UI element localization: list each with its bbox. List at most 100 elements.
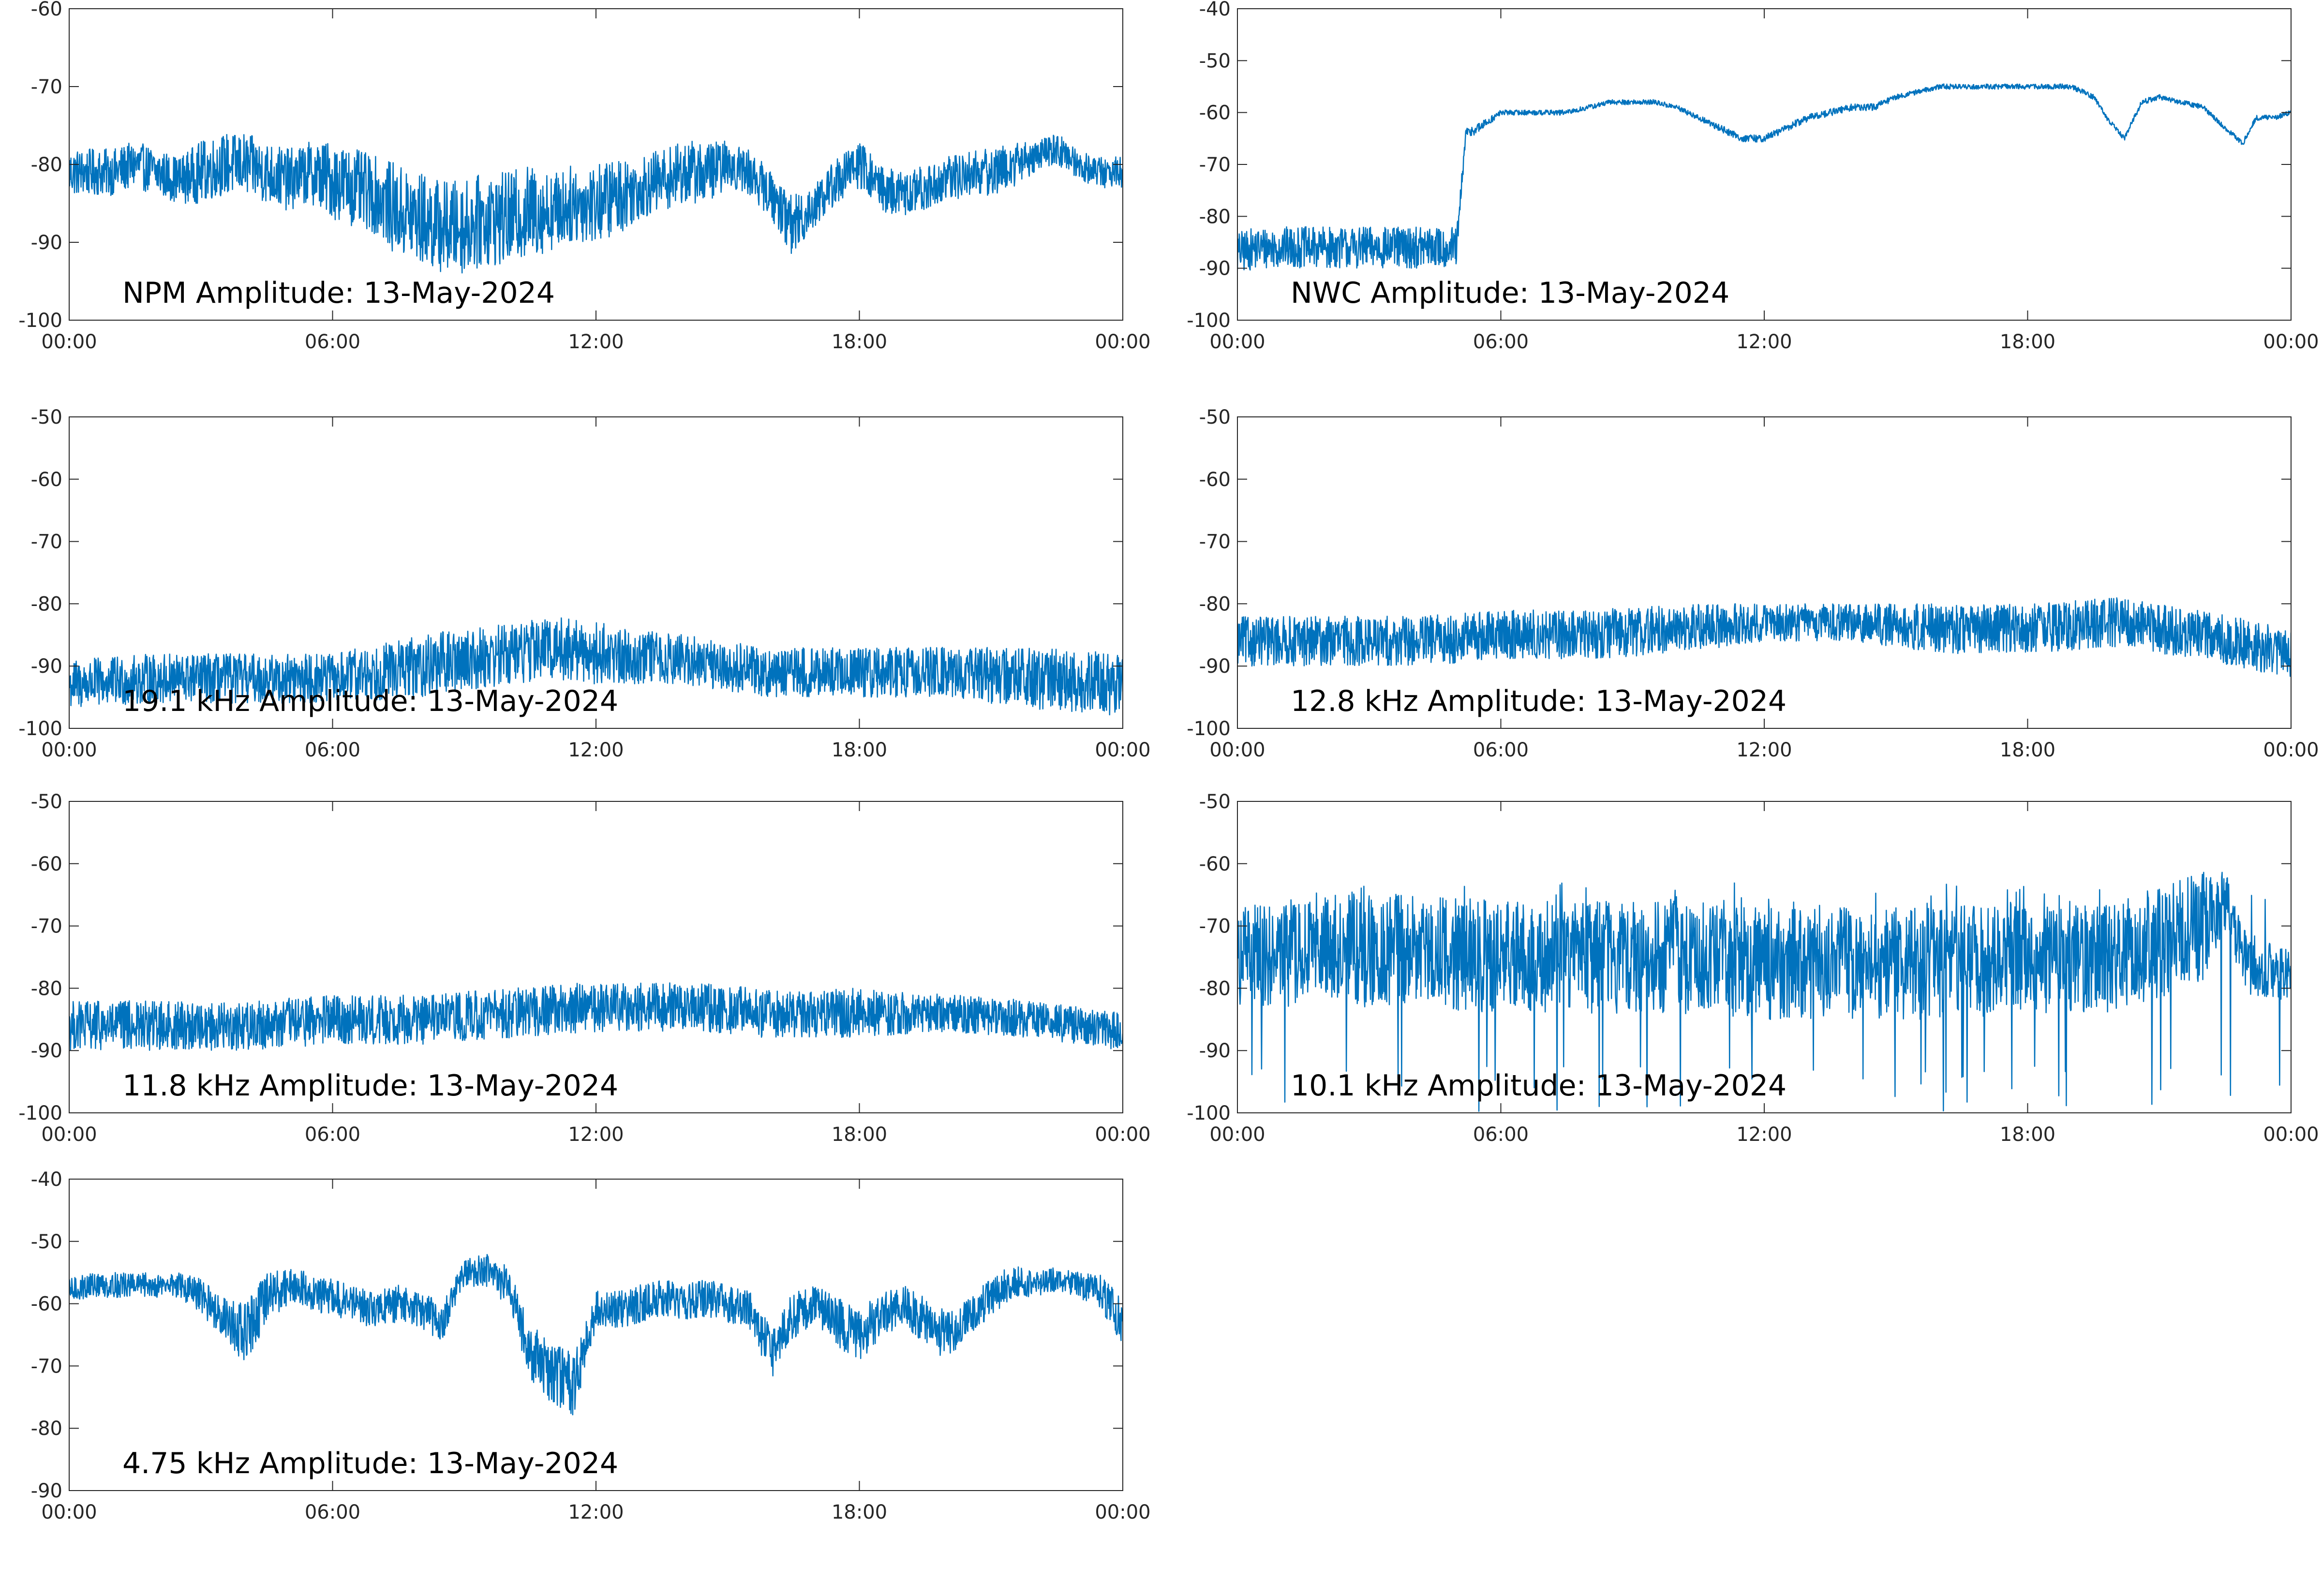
y-tick-label: -80 — [31, 593, 62, 615]
y-tick-label: -80 — [1199, 206, 1231, 228]
y-tick-label: -60 — [31, 1293, 62, 1315]
series-line — [1237, 83, 2291, 271]
panel-title: 4.75 kHz Amplitude: 13-May-2024 — [122, 1447, 618, 1480]
y-tick-label: -50 — [31, 1231, 62, 1253]
panel-title: NPM Amplitude: 13-May-2024 — [122, 276, 555, 310]
y-tick-label: -80 — [31, 154, 62, 176]
y-tick-label: -60 — [31, 469, 62, 491]
chart-panel-7: 00:00 06:00 12:00 18:00 00:00 -40 -50 -60 -70 -80… — [31, 1168, 1151, 1523]
series-line — [69, 134, 1123, 274]
panel-title: 11.8 kHz Amplitude: 13-May-2024 — [122, 1069, 618, 1103]
y-tick-label: -50 — [31, 791, 62, 813]
y-tick-label: -100 — [18, 1102, 62, 1124]
x-tick-label: 18:00 — [832, 1501, 887, 1523]
y-tick-label: -90 — [1199, 258, 1231, 280]
y-tick-label: -80 — [1199, 977, 1231, 1000]
y-tick-label: -50 — [1199, 50, 1231, 72]
y-tick-label: -50 — [1199, 791, 1231, 813]
y-tick-label: -60 — [31, 0, 62, 20]
series-line — [1237, 872, 2291, 1112]
x-tick-label: 12:00 — [568, 1501, 624, 1523]
x-tick-label: 00:00 — [1095, 1501, 1150, 1523]
x-tick-label: 00:00 — [1209, 739, 1265, 761]
x-tick-label: 00:00 — [2263, 1123, 2319, 1146]
y-tick-label: -60 — [1199, 853, 1231, 875]
x-tick-label: 18:00 — [832, 331, 887, 353]
panel-title: 12.8 kHz Amplitude: 13-May-2024 — [1291, 684, 1786, 718]
chart-panel-6: 00:00 06:00 12:00 18:00 00:00 -50 -60 -70 -80 -90… — [1187, 791, 2319, 1146]
series-line — [69, 617, 1123, 716]
y-tick-label: -70 — [1199, 916, 1231, 938]
panel-title: NWC Amplitude: 13-May-2024 — [1291, 276, 1729, 310]
x-tick-label: 06:00 — [1473, 331, 1529, 353]
chart-panels: 00:00 06:00 12:00 18:00 00:00 -60 -70 -80 -90 -10… — [18, 0, 2319, 1523]
y-tick-label: -70 — [31, 76, 62, 98]
x-tick-label: 18:00 — [2000, 331, 2055, 353]
y-tick-label: -50 — [31, 406, 62, 429]
y-tick-label: -70 — [1199, 531, 1231, 553]
x-tick-label: 06:00 — [305, 739, 360, 761]
chart-panel-4: 00:00 06:00 12:00 18:00 00:00 -50 -60 -70 -80 -90… — [1187, 406, 2319, 761]
x-tick-label: 12:00 — [568, 331, 624, 353]
y-tick-label: -100 — [18, 310, 62, 332]
y-tick-label: -80 — [31, 977, 62, 1000]
series-line — [69, 982, 1123, 1051]
y-tick-label: -60 — [1199, 102, 1231, 124]
y-tick-label: -90 — [31, 1040, 62, 1062]
x-tick-label: 12:00 — [568, 739, 624, 761]
y-tick-label: -100 — [18, 718, 62, 740]
x-tick-label: 00:00 — [41, 739, 97, 761]
x-tick-label: 00:00 — [41, 1501, 97, 1523]
y-tick-label: -100 — [1187, 310, 1231, 332]
y-tick-label: -80 — [31, 1418, 62, 1440]
x-tick-label: 18:00 — [2000, 739, 2055, 761]
chart-panel-5: 00:00 06:00 12:00 18:00 00:00 -50 -60 -70 -80 -90… — [18, 791, 1150, 1146]
series-line — [1237, 597, 2291, 677]
x-tick-label: 06:00 — [1473, 1123, 1529, 1146]
x-tick-label: 18:00 — [832, 739, 887, 761]
x-tick-label: 12:00 — [568, 1123, 624, 1146]
y-tick-label: -90 — [1199, 655, 1231, 678]
y-tick-label: -90 — [31, 1480, 62, 1502]
y-tick-label: -100 — [1187, 1102, 1231, 1124]
chart-panel-2: 00:00 06:00 12:00 18:00 00:00 -40 -50 -60 -70 -80… — [1187, 0, 2319, 353]
y-tick-label: -70 — [31, 916, 62, 938]
y-tick-label: -60 — [1199, 469, 1231, 491]
y-tick-label: -100 — [1187, 718, 1231, 740]
chart-panel-3: 00:00 06:00 12:00 18:00 00:00 -50 -60 -70 -80 -90… — [18, 406, 1150, 761]
x-tick-label: 00:00 — [1095, 739, 1150, 761]
x-tick-label: 18:00 — [2000, 1123, 2055, 1146]
y-tick-label: -70 — [1199, 154, 1231, 176]
x-tick-label: 06:00 — [305, 1501, 360, 1523]
y-tick-label: -50 — [1199, 406, 1231, 429]
y-tick-label: -40 — [1199, 0, 1231, 20]
y-tick-label: -90 — [1199, 1040, 1231, 1062]
x-tick-label: 00:00 — [1209, 331, 1265, 353]
y-tick-label: -70 — [31, 1355, 62, 1377]
x-tick-label: 00:00 — [1095, 1123, 1150, 1146]
y-tick-label: -80 — [1199, 593, 1231, 615]
x-tick-label: 00:00 — [1209, 1123, 1265, 1146]
x-tick-label: 12:00 — [1736, 1123, 1792, 1146]
x-tick-label: 00:00 — [41, 1123, 97, 1146]
y-tick-label: -90 — [31, 232, 62, 254]
panel-title: 19.1 kHz Amplitude: 13-May-2024 — [122, 684, 618, 718]
y-tick-label: -40 — [31, 1168, 62, 1191]
y-tick-label: -70 — [31, 531, 62, 553]
x-tick-label: 12:00 — [1736, 739, 1792, 761]
y-tick-label: -60 — [31, 853, 62, 875]
x-tick-label: 00:00 — [41, 331, 97, 353]
x-tick-label: 06:00 — [305, 331, 360, 353]
x-tick-label: 12:00 — [1736, 331, 1792, 353]
x-tick-label: 06:00 — [305, 1123, 360, 1146]
x-tick-label: 00:00 — [2263, 739, 2319, 761]
x-tick-label: 00:00 — [1095, 331, 1150, 353]
x-tick-label: 06:00 — [1473, 739, 1529, 761]
x-tick-label: 18:00 — [832, 1123, 887, 1146]
series-line — [69, 1254, 1123, 1416]
x-tick-label: 00:00 — [2263, 331, 2319, 353]
y-tick-label: -90 — [31, 655, 62, 678]
panel-title: 10.1 kHz Amplitude: 13-May-2024 — [1291, 1069, 1786, 1103]
